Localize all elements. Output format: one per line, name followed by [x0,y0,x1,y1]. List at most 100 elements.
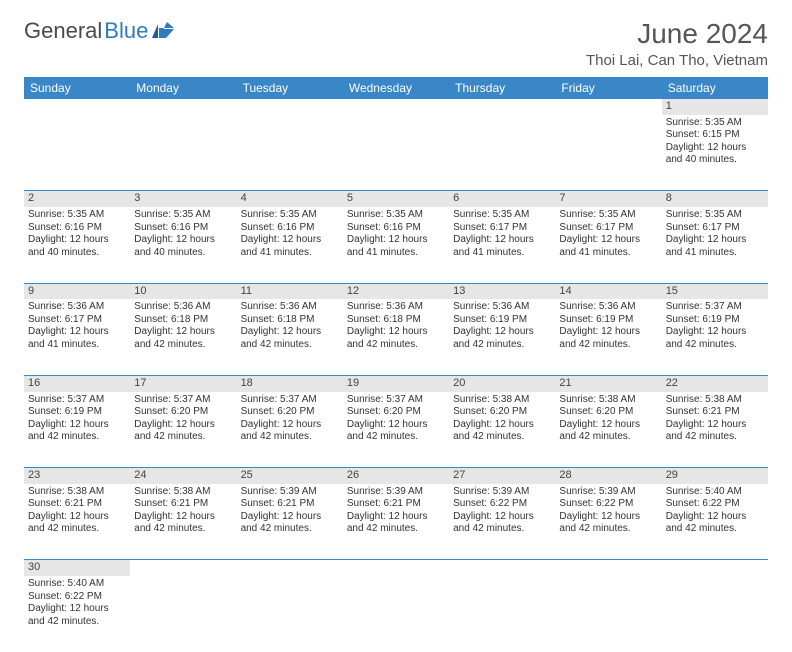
day-detail: Sunrise: 5:35 AMSunset: 6:16 PMDaylight:… [130,207,236,283]
calendar: SundayMondayTuesdayWednesdayThursdayFrid… [24,77,768,652]
daylight-text: Daylight: 12 hours and 42 minutes. [28,419,126,444]
day-number-row: 16171819202122 [24,375,768,391]
daylight-text: Daylight: 12 hours and 40 minutes. [134,234,232,259]
day-number: 26 [343,468,449,484]
weekday-header: Saturday [662,77,768,99]
day-detail: Sunrise: 5:39 AMSunset: 6:21 PMDaylight:… [237,484,343,560]
sunrise-text: Sunrise: 5:36 AM [453,301,551,314]
day-number: 29 [662,468,768,484]
sunrise-text: Sunrise: 5:40 AM [28,578,126,591]
daylight-text: Daylight: 12 hours and 41 minutes. [453,234,551,259]
sunset-text: Sunset: 6:16 PM [134,222,232,235]
sunrise-text: Sunrise: 5:40 AM [666,486,764,499]
sunrise-text: Sunrise: 5:37 AM [241,394,339,407]
day-number: 23 [24,468,130,484]
sunset-text: Sunset: 6:22 PM [28,591,126,604]
daylight-text: Daylight: 12 hours and 42 minutes. [347,511,445,536]
day-detail: Sunrise: 5:39 AMSunset: 6:21 PMDaylight:… [343,484,449,560]
daylight-text: Daylight: 12 hours and 41 minutes. [241,234,339,259]
day-detail: Sunrise: 5:37 AMSunset: 6:19 PMDaylight:… [24,392,130,468]
day-number: 2 [24,191,130,207]
daylight-text: Daylight: 12 hours and 42 minutes. [666,326,764,351]
sunrise-text: Sunrise: 5:37 AM [347,394,445,407]
day-number [24,99,130,115]
day-number: 18 [237,375,343,391]
day-number: 17 [130,375,236,391]
sunrise-text: Sunrise: 5:39 AM [241,486,339,499]
sunset-text: Sunset: 6:22 PM [559,498,657,511]
day-number: 4 [237,191,343,207]
logo-text-general: General [24,18,102,44]
day-number [343,560,449,576]
day-number: 1 [662,99,768,115]
sunset-text: Sunset: 6:21 PM [666,406,764,419]
day-number: 14 [555,283,661,299]
sunset-text: Sunset: 6:19 PM [28,406,126,419]
sunrise-text: Sunrise: 5:35 AM [453,209,551,222]
day-number: 21 [555,375,661,391]
sunrise-text: Sunrise: 5:35 AM [347,209,445,222]
daylight-text: Daylight: 12 hours and 42 minutes. [453,326,551,351]
sunset-text: Sunset: 6:17 PM [666,222,764,235]
sunset-text: Sunset: 6:17 PM [28,314,126,327]
day-detail: Sunrise: 5:38 AMSunset: 6:21 PMDaylight:… [662,392,768,468]
sunset-text: Sunset: 6:15 PM [666,129,764,142]
weekday-header-row: SundayMondayTuesdayWednesdayThursdayFrid… [24,77,768,99]
day-number: 16 [24,375,130,391]
sunrise-text: Sunrise: 5:37 AM [666,301,764,314]
sunrise-text: Sunrise: 5:38 AM [28,486,126,499]
day-number [555,560,661,576]
sunrise-text: Sunrise: 5:39 AM [453,486,551,499]
month-title: June 2024 [586,18,768,50]
daylight-text: Daylight: 12 hours and 42 minutes. [453,511,551,536]
day-number: 9 [24,283,130,299]
sunset-text: Sunset: 6:20 PM [559,406,657,419]
day-number-row: 1 [24,99,768,115]
sunrise-text: Sunrise: 5:35 AM [666,117,764,130]
day-detail: Sunrise: 5:37 AMSunset: 6:20 PMDaylight:… [130,392,236,468]
day-number: 25 [237,468,343,484]
day-detail: Sunrise: 5:37 AMSunset: 6:20 PMDaylight:… [343,392,449,468]
day-detail-row: Sunrise: 5:36 AMSunset: 6:17 PMDaylight:… [24,299,768,375]
day-detail-row: Sunrise: 5:38 AMSunset: 6:21 PMDaylight:… [24,484,768,560]
daylight-text: Daylight: 12 hours and 42 minutes. [134,419,232,444]
sunset-text: Sunset: 6:21 PM [134,498,232,511]
day-detail: Sunrise: 5:35 AMSunset: 6:17 PMDaylight:… [662,207,768,283]
day-detail: Sunrise: 5:39 AMSunset: 6:22 PMDaylight:… [449,484,555,560]
location: Thoi Lai, Can Tho, Vietnam [586,52,768,69]
weekday-header: Thursday [449,77,555,99]
daylight-text: Daylight: 12 hours and 42 minutes. [453,419,551,444]
sunrise-text: Sunrise: 5:39 AM [347,486,445,499]
sunrise-text: Sunrise: 5:35 AM [241,209,339,222]
sunset-text: Sunset: 6:16 PM [347,222,445,235]
sunset-text: Sunset: 6:18 PM [347,314,445,327]
day-detail [449,576,555,652]
day-detail: Sunrise: 5:38 AMSunset: 6:20 PMDaylight:… [555,392,661,468]
sunset-text: Sunset: 6:22 PM [453,498,551,511]
sunrise-text: Sunrise: 5:37 AM [134,394,232,407]
logo-text-blue: Blue [104,18,148,44]
day-detail [343,115,449,191]
title-block: June 2024 Thoi Lai, Can Tho, Vietnam [586,18,768,69]
day-number [343,99,449,115]
sunrise-text: Sunrise: 5:38 AM [134,486,232,499]
day-number: 7 [555,191,661,207]
day-detail: Sunrise: 5:35 AMSunset: 6:16 PMDaylight:… [24,207,130,283]
sunset-text: Sunset: 6:20 PM [347,406,445,419]
day-number [130,560,236,576]
daylight-text: Daylight: 12 hours and 41 minutes. [666,234,764,259]
day-detail: Sunrise: 5:36 AMSunset: 6:17 PMDaylight:… [24,299,130,375]
daylight-text: Daylight: 12 hours and 40 minutes. [28,234,126,259]
weekday-header: Monday [130,77,236,99]
daylight-text: Daylight: 12 hours and 42 minutes. [666,511,764,536]
daylight-text: Daylight: 12 hours and 42 minutes. [347,419,445,444]
sunrise-text: Sunrise: 5:39 AM [559,486,657,499]
day-number: 13 [449,283,555,299]
sunset-text: Sunset: 6:18 PM [241,314,339,327]
weekday-header: Sunday [24,77,130,99]
day-number [662,560,768,576]
sunrise-text: Sunrise: 5:36 AM [28,301,126,314]
sunset-text: Sunset: 6:19 PM [453,314,551,327]
day-number [237,560,343,576]
sunrise-text: Sunrise: 5:35 AM [134,209,232,222]
